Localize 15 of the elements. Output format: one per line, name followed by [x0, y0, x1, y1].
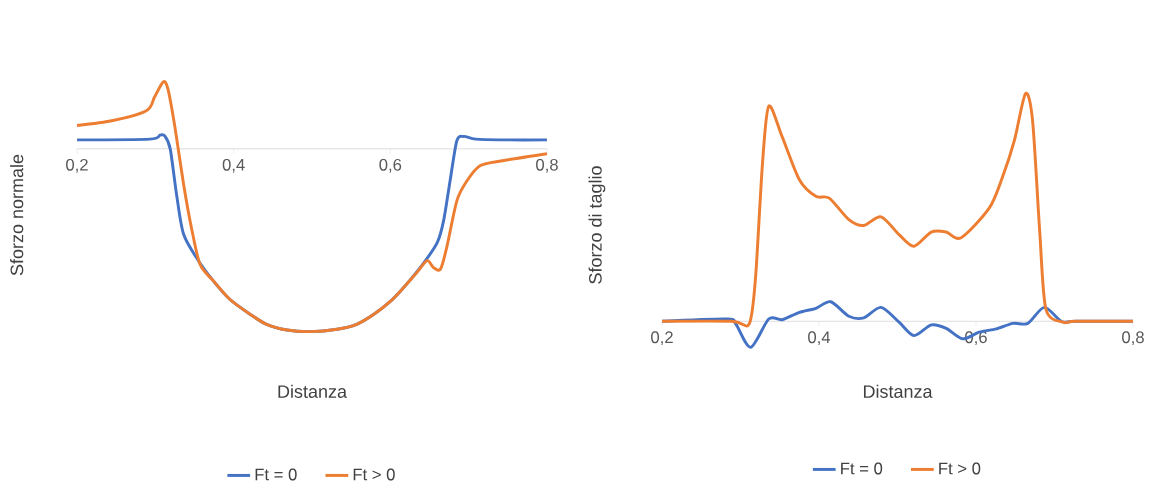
- x-axis-title: Distanza: [863, 384, 933, 398]
- x-tick-label: 0,8: [1122, 331, 1144, 346]
- legend-label: Ft > 0: [939, 462, 981, 475]
- x-tick-label: 0,6: [379, 158, 402, 173]
- legend-label: Ft > 0: [353, 468, 395, 481]
- legend-label: Ft = 0: [255, 468, 297, 481]
- x-tick-label: 0,4: [808, 331, 831, 346]
- x-axis-title: Distanza: [278, 384, 348, 398]
- y-axis-title: Sforzo normale: [10, 154, 24, 276]
- x-tick-label: 0,8: [536, 158, 558, 173]
- x-tick-label: 0,2: [66, 158, 88, 173]
- legend-label: Ft = 0: [841, 462, 883, 475]
- y-axis-title: Sforzo di taglio: [588, 166, 606, 284]
- x-tick-label: 0,4: [222, 158, 245, 173]
- x-tick-label: 0,2: [651, 331, 673, 346]
